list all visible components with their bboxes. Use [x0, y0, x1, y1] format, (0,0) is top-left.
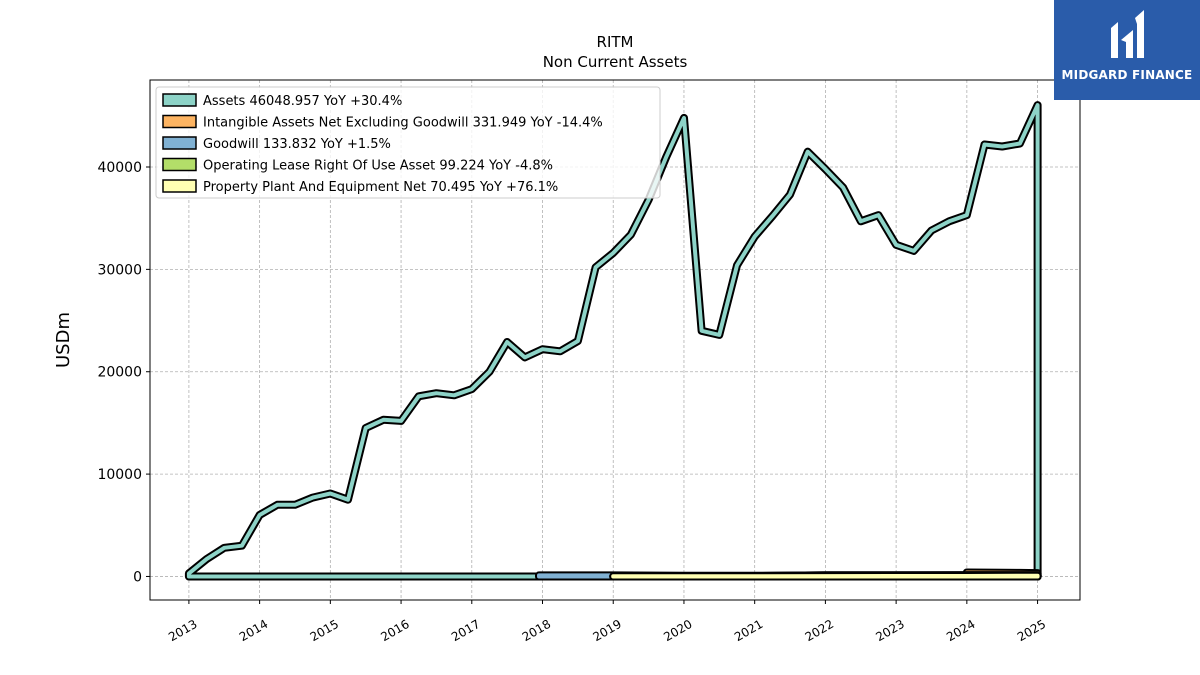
plot-frame: [149, 79, 1081, 601]
y-tick-label: 0: [133, 569, 142, 585]
x-tick-label: 2020: [661, 617, 694, 644]
logo-mark-icon: [1111, 10, 1144, 58]
legend-entry: Assets 46048.957 YoY +30.4%: [203, 94, 402, 109]
legend-entry: Property Plant And Equipment Net 70.495 …: [203, 180, 558, 195]
series-area: [611, 573, 1040, 579]
legend-entry: Intangible Assets Net Excluding Goodwill…: [203, 116, 603, 131]
legend-swatch: [162, 157, 197, 172]
y-tick-label: 30000: [97, 262, 142, 278]
x-tick-label: 2019: [591, 617, 624, 644]
y-tick-label: 40000: [97, 160, 142, 176]
x-tick-label: 2023: [873, 617, 906, 644]
x-tick-label: 2021: [732, 617, 765, 644]
x-tick-label: 2016: [378, 617, 411, 644]
x-tick-label: 2024: [944, 617, 977, 644]
x-tick-label: 2025: [1015, 617, 1048, 644]
brand-logo: MIDGARD FINANCE: [1054, 0, 1200, 100]
x-tick-label: 2015: [308, 617, 341, 644]
x-tick-label: 2013: [166, 617, 199, 644]
brand-name: MIDGARD FINANCE: [1061, 68, 1193, 82]
legend-swatch: [162, 136, 197, 150]
y-axis-label: USDm: [53, 312, 74, 368]
x-tick-label: 2014: [237, 617, 270, 644]
legend-swatch: [162, 93, 197, 107]
x-tick-label: 2022: [803, 617, 836, 644]
x-tick-label: 2018: [520, 617, 553, 644]
legend: Assets 46048.957 YoY +30.4% Intangible As…: [155, 86, 661, 199]
chart-subtitle: Non Current Assets: [543, 53, 688, 71]
x-tick-label: 2017: [449, 617, 482, 644]
y-axis: 0 10000 20000 30000 40000: [97, 160, 150, 585]
y-tick-label: 20000: [97, 365, 142, 381]
y-tick-label: 10000: [97, 467, 142, 483]
legend-entry: Operating Lease Right Of Use Asset 99.22…: [203, 159, 553, 174]
x-axis: 2013 2014 2015 2016 2017 2018 2019 2020 2021 2022…: [166, 600, 1048, 644]
legend-entry: Goodwill 133.832 YoY +1.5%: [203, 137, 391, 152]
legend-box: [155, 86, 661, 199]
legend-swatch: [162, 179, 197, 193]
series-area: [186, 103, 1040, 579]
chart-title: RITM: [597, 33, 634, 51]
legend-swatch: [162, 114, 197, 129]
plot-area: [184, 101, 1042, 581]
